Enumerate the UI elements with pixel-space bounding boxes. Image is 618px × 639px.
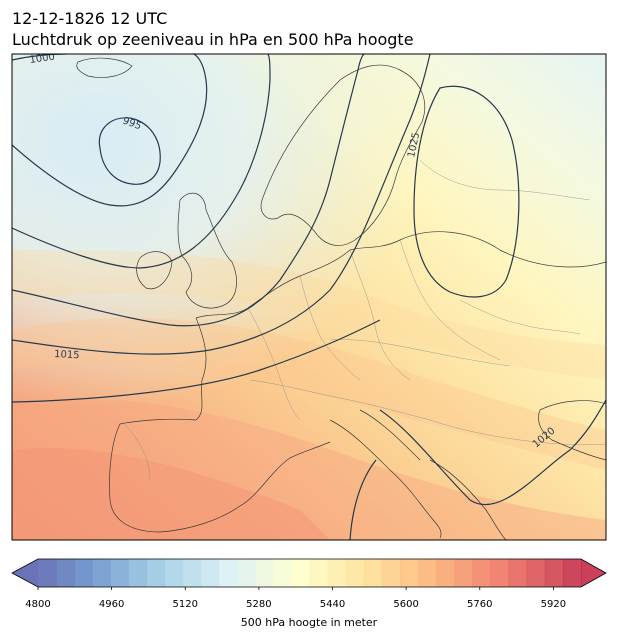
colorbar-tick-label: 5280	[246, 599, 271, 610]
colorbar-cell	[164, 559, 184, 587]
colorbar-cell	[508, 559, 528, 587]
colorbar-cell	[562, 559, 582, 587]
colorbar-cell	[309, 559, 329, 587]
height-band	[12, 399, 606, 540]
map-frame	[11, 53, 607, 541]
colorbar-cell	[291, 559, 310, 587]
coastlines	[76, 57, 606, 540]
colorbar-cell	[273, 559, 292, 587]
colorbar-tick-label: 5120	[173, 599, 198, 610]
isobar-label-1025: 1025	[406, 131, 422, 158]
colorbar-cell	[128, 559, 148, 587]
height-band	[12, 448, 330, 540]
colorbar-cell	[381, 559, 401, 587]
colorbar-ticks: 4800 4960 5120 5280 5440 5600 5760 5920	[25, 587, 566, 610]
colorbar-cells	[11, 558, 607, 588]
colorbar-cell	[182, 559, 202, 587]
colorbar-cell	[544, 559, 564, 587]
colorbar-cell	[200, 559, 220, 587]
colorbar-cell	[110, 559, 129, 587]
country-borders	[123, 159, 606, 481]
colorbar-cell	[219, 559, 238, 587]
colorbar-extend-high	[581, 559, 606, 587]
colorbar-cell	[400, 559, 419, 587]
colorbar-cell	[526, 559, 546, 587]
colorbar-tick-label: 5600	[393, 599, 418, 610]
colorbar-cell	[327, 559, 347, 587]
colorbar-cell	[38, 559, 57, 587]
colorbar-cell	[345, 559, 365, 587]
colorbar-cell	[255, 559, 274, 587]
isobars	[12, 54, 606, 540]
colorbar-tick-label: 4800	[25, 599, 50, 610]
colorbar-cell	[363, 559, 383, 587]
colorbar-cell	[92, 559, 111, 587]
colorbar-cell	[237, 559, 256, 587]
colorbar-cell	[74, 559, 93, 587]
isobar-1020-east	[379, 399, 606, 506]
colorbar-cell	[418, 559, 437, 587]
isobar-1020-se	[349, 459, 377, 540]
colorbar-tick-label: 5920	[541, 599, 566, 610]
height-band	[12, 318, 606, 470]
isobar-995	[98, 117, 161, 185]
colorbar-cell	[490, 559, 510, 587]
isobar-1020	[12, 319, 381, 403]
colorbar-label: 500 hPa hoogte in meter	[241, 616, 378, 629]
colorbar-tick-label: 5440	[320, 599, 345, 610]
colorbar-cell	[472, 559, 491, 587]
colorbar-cell	[436, 559, 455, 587]
isobar-1025	[413, 85, 520, 298]
isobar-label-1000: 1000	[29, 52, 56, 66]
map-title-date: 12-12-1826 12 UTC	[12, 9, 168, 28]
colorbar-extend-low	[12, 559, 38, 587]
map-title-description: Luchtdruk op zeeniveau in hPa en 500 hPa…	[12, 30, 414, 49]
colorbar-tick-label: 5760	[467, 599, 492, 610]
isobar-1015	[12, 54, 431, 355]
colorbar-cell	[454, 559, 473, 587]
colorbar-cell	[146, 559, 166, 587]
height-band	[12, 250, 606, 380]
isobar-1005	[12, 54, 271, 269]
colorbar-frame	[11, 558, 607, 588]
colorbar-tick-label: 4960	[99, 599, 124, 610]
isobar-1010	[12, 54, 365, 327]
isobar-label-1015: 1015	[54, 349, 80, 361]
colorbar-cell	[56, 559, 75, 587]
